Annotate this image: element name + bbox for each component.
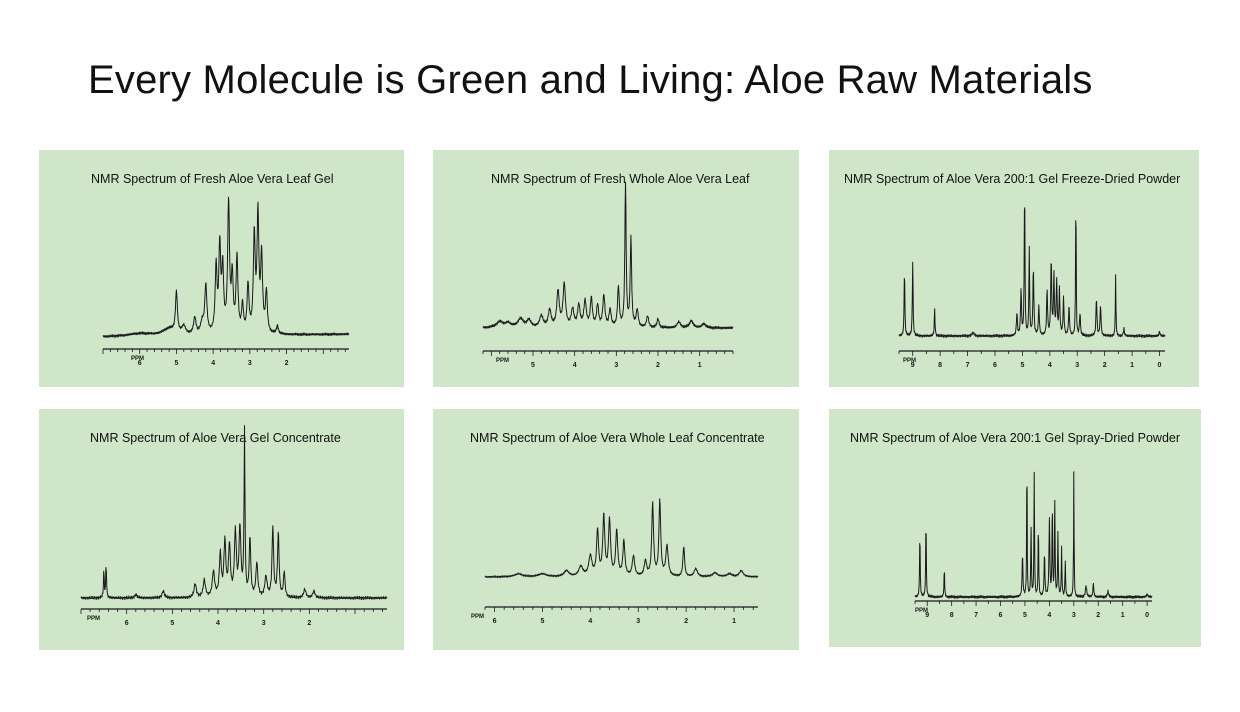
tick-label: 3 xyxy=(262,620,266,627)
chart-title: NMR Spectrum of Aloe Vera 200:1 Gel Free… xyxy=(844,172,1181,186)
spectrum-trace xyxy=(102,196,350,338)
tick-label: 9 xyxy=(925,612,929,619)
spectrum-trace xyxy=(484,498,759,579)
tick-label: 2 xyxy=(307,620,311,627)
tick-label: 1 xyxy=(1121,612,1125,619)
chart-title: NMR Spectrum of Aloe Vera Whole Leaf Con… xyxy=(470,431,765,445)
spectrum-trace xyxy=(80,425,388,601)
tick-label: 4 xyxy=(1047,612,1051,619)
nmr-spectrum-chart: 9 8 7 6 5 4 3 2 1 0 PPM xyxy=(914,471,1153,619)
tick-label: 3 xyxy=(636,618,640,625)
tick-label: 2 xyxy=(1096,612,1100,619)
axis-unit-label: PPM xyxy=(87,616,100,622)
chart-panel-spray-dried-powder: NMR Spectrum of Aloe Vera 200:1 Gel Spra… xyxy=(829,409,1201,647)
spectrum-trace xyxy=(914,471,1153,599)
chart-panel-gel-concentrate: NMR Spectrum of Aloe Vera Gel Concentrat… xyxy=(39,409,404,650)
tick-label: 4 xyxy=(216,620,220,627)
tick-label: 2 xyxy=(285,360,289,367)
tick-label: 1 xyxy=(1130,362,1134,369)
chart-panel-fresh-leaf-gel: NMR Spectrum of Fresh Aloe Vera Leaf Gel… xyxy=(39,150,404,387)
tick-label: 5 xyxy=(1020,362,1024,369)
tick-label: 3 xyxy=(1075,362,1079,369)
tick-label: 5 xyxy=(174,360,178,367)
axis-unit-label: PPM xyxy=(131,356,144,362)
tick-label: 2 xyxy=(1103,362,1107,369)
nmr-spectrum-chart: 6 5 4 3 2 PPM xyxy=(102,196,350,367)
tick-label: 3 xyxy=(248,360,252,367)
tick-label: 9 xyxy=(911,362,915,369)
nmr-spectrum-chart: 5 4 3 2 1 PPM xyxy=(482,181,734,369)
chart-title: NMR Spectrum of Fresh Aloe Vera Leaf Gel xyxy=(91,172,334,186)
tick-label: 5 xyxy=(1023,612,1027,619)
chart-title: NMR Spectrum of Fresh Whole Aloe Vera Le… xyxy=(491,172,750,186)
page-title: Every Molecule is Green and Living: Aloe… xyxy=(88,58,1093,102)
chart-panel-fresh-whole-leaf: NMR Spectrum of Fresh Whole Aloe Vera Le… xyxy=(433,150,799,387)
tick-label: 0 xyxy=(1145,612,1149,619)
tick-label: 0 xyxy=(1158,362,1162,369)
chart-title: NMR Spectrum of Aloe Vera Gel Concentrat… xyxy=(90,431,341,445)
tick-label: 6 xyxy=(993,362,997,369)
nmr-spectrum-chart: 9 8 7 6 5 4 3 2 1 0 PPM xyxy=(898,207,1166,369)
tick-label: 4 xyxy=(211,360,215,367)
axis-unit-label: PPM xyxy=(496,358,509,364)
tick-label: 7 xyxy=(974,612,978,619)
spectrum-trace xyxy=(482,181,734,330)
axis-unit-label: PPM xyxy=(471,614,484,620)
chart-panel-whole-leaf-concentrate: NMR Spectrum of Aloe Vera Whole Leaf Con… xyxy=(433,409,799,650)
axis-unit-label: PPM xyxy=(915,608,928,614)
nmr-spectrum-chart: 6 5 4 3 2 PPM xyxy=(80,425,388,627)
nmr-spectrum-chart: 6 5 4 3 2 1 PPM xyxy=(471,498,759,625)
tick-label: 4 xyxy=(573,362,577,369)
tick-label: 6 xyxy=(125,620,129,627)
chart-title: NMR Spectrum of Aloe Vera 200:1 Gel Spra… xyxy=(850,431,1181,445)
tick-label: 5 xyxy=(170,620,174,627)
axis-unit-label: PPM xyxy=(903,358,916,364)
tick-label: 6 xyxy=(999,612,1003,619)
tick-label: 8 xyxy=(938,362,942,369)
tick-label: 4 xyxy=(1048,362,1052,369)
chart-panel-freeze-dried-powder: NMR Spectrum of Aloe Vera 200:1 Gel Free… xyxy=(829,150,1199,387)
tick-label: 3 xyxy=(1072,612,1076,619)
tick-label: 7 xyxy=(966,362,970,369)
tick-label: 6 xyxy=(138,360,142,367)
spectrum-trace xyxy=(898,207,1166,338)
tick-label: 5 xyxy=(541,618,545,625)
tick-label: 2 xyxy=(684,618,688,625)
tick-label: 1 xyxy=(732,618,736,625)
tick-label: 1 xyxy=(698,362,702,369)
tick-label: 4 xyxy=(588,618,592,625)
tick-label: 2 xyxy=(656,362,660,369)
tick-label: 5 xyxy=(531,362,535,369)
tick-label: 3 xyxy=(614,362,618,369)
tick-label: 8 xyxy=(950,612,954,619)
tick-label: 6 xyxy=(493,618,497,625)
